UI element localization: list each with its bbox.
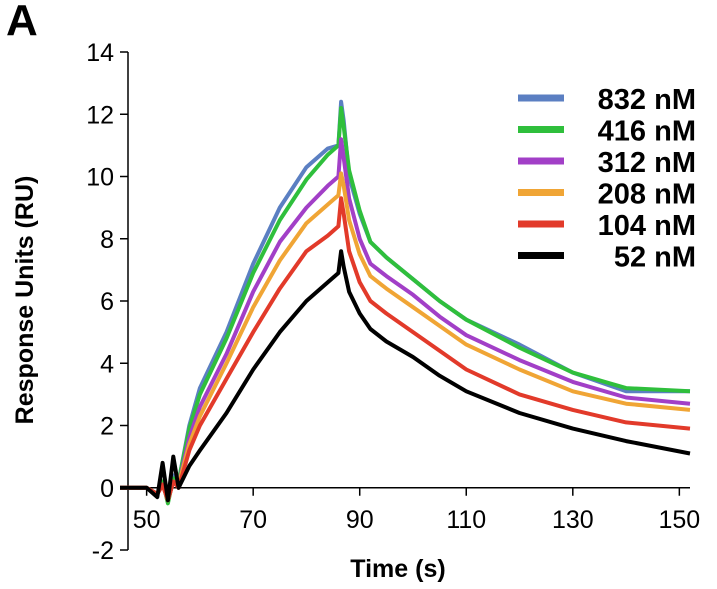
x-tick-label: 110 (446, 506, 486, 534)
y-tick-label: 6 (100, 288, 114, 316)
legend-label: 104 nM (598, 210, 696, 242)
y-tick-label: 2 (100, 413, 114, 441)
y-axis-label: Response Units (RU) (11, 176, 39, 425)
legend-label: 312 nM (598, 147, 696, 179)
y-tick-label: 10 (86, 164, 114, 192)
legend-label: 52 nM (614, 242, 696, 274)
y-tick-label: 0 (100, 475, 114, 503)
y-tick-label: -2 (92, 537, 114, 565)
y-tick-label: 12 (86, 101, 114, 129)
x-tick-label: 130 (552, 506, 594, 534)
series-line-104-nm (120, 196, 691, 503)
x-tick-label: 90 (346, 506, 374, 534)
series-layer (120, 99, 691, 506)
x-axis-label: Time (s) (350, 555, 445, 583)
series-line-52-nm (120, 249, 691, 503)
x-tick-label: 50 (133, 506, 161, 534)
legend-label: 416 nM (598, 116, 696, 148)
x-tick-label: 150 (658, 506, 700, 534)
legend-label: 208 nM (598, 179, 696, 211)
y-tick-label: 8 (100, 226, 114, 254)
legend-label: 832 nM (598, 84, 696, 116)
x-tick-label: 70 (239, 506, 267, 534)
y-tick-label: 4 (100, 350, 114, 378)
panel-label: A (6, 0, 38, 45)
y-tick-label: 14 (86, 39, 114, 67)
axes-layer: -2 0 2 4 6 8 10 12 14 50 70 90 110 130 150 (86, 39, 700, 565)
